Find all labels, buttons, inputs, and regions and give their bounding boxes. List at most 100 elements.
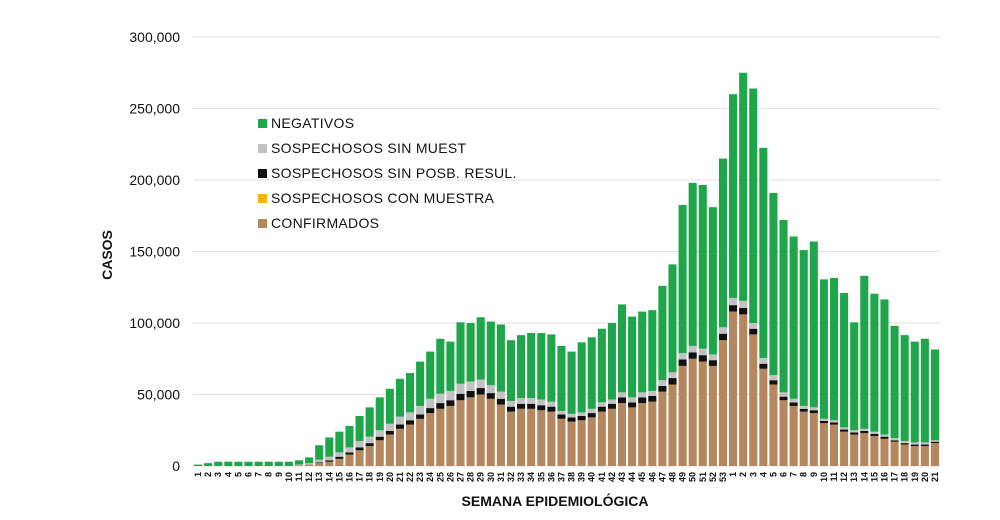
- bar-segment: [254, 461, 263, 466]
- bar-segment: [305, 463, 314, 465]
- bar-segment: [739, 300, 748, 308]
- bar-segment: [779, 220, 788, 393]
- bar-segment: [476, 388, 485, 395]
- bar-segment: [789, 402, 798, 406]
- x-tick-label: 43: [617, 472, 627, 482]
- bar-segment: [809, 410, 818, 414]
- y-tick-label: 0: [172, 458, 180, 474]
- bar-segment: [355, 447, 364, 451]
- bar-segment: [789, 405, 798, 466]
- bar-segment: [920, 444, 929, 446]
- x-tick-label: 36: [546, 472, 556, 482]
- bar-segment: [617, 403, 627, 466]
- bar-segment: [577, 420, 586, 466]
- x-tick-label: 35: [536, 472, 546, 482]
- bar-segment: [527, 398, 536, 404]
- x-tick-label: 9: [809, 472, 819, 477]
- x-tick-label: 44: [627, 472, 637, 482]
- bar-segment: [557, 418, 566, 466]
- bar-segment: [587, 337, 596, 409]
- bar-segment: [799, 405, 808, 409]
- bar-segment: [668, 264, 677, 373]
- bar-segment: [385, 430, 394, 435]
- x-tick-label: 6: [779, 472, 789, 477]
- x-tick-label: 52: [708, 472, 718, 482]
- bar-segment: [294, 464, 304, 466]
- bar-segment: [345, 452, 354, 455]
- x-tick-label: 53: [718, 472, 728, 482]
- bar-segment: [345, 447, 354, 453]
- bar-segment: [638, 397, 647, 404]
- bar-segment: [426, 398, 435, 409]
- x-tick-label: 12: [304, 472, 314, 482]
- legend-swatch: [258, 169, 267, 178]
- x-tick-label: 13: [314, 472, 324, 482]
- x-tick-label: 19: [375, 472, 385, 482]
- x-tick-label: 29: [476, 472, 486, 482]
- bar-segment: [456, 393, 465, 401]
- bar-segment: [890, 441, 899, 466]
- x-tick-label: 4: [223, 472, 233, 477]
- x-tick-label: 8: [799, 472, 809, 477]
- bar-segment: [395, 424, 404, 429]
- legend-swatch: [258, 194, 267, 203]
- bar-segment: [729, 297, 738, 306]
- legend-label: CONFIRMADOS: [271, 215, 379, 231]
- bar-segment: [648, 395, 657, 402]
- legend-label: NEGATIVOS: [271, 115, 354, 131]
- bar-segment: [294, 465, 304, 466]
- bar-segment: [860, 428, 869, 431]
- bar-segment: [486, 393, 495, 399]
- bar-segment: [506, 406, 516, 412]
- bar-segment: [739, 72, 748, 301]
- bar-segment: [456, 322, 465, 384]
- bar-segment: [466, 381, 475, 391]
- bar-segment: [375, 430, 384, 437]
- bar-segment: [880, 299, 889, 435]
- x-tick-label: 34: [526, 472, 536, 482]
- x-tick-label: 9: [274, 472, 284, 477]
- bar-segment: [426, 413, 435, 466]
- bar-segment: [880, 434, 889, 437]
- bar-segment: [597, 328, 606, 403]
- bar-segment: [749, 334, 758, 466]
- bar-segment: [920, 338, 929, 443]
- bar-segment: [446, 341, 455, 391]
- y-axis-title: CASOS: [99, 230, 115, 280]
- legend-swatch: [258, 119, 267, 128]
- x-tick-label: 18: [900, 472, 910, 482]
- x-tick-label: 28: [466, 472, 476, 482]
- x-tick-label: 3: [213, 472, 223, 477]
- bar-segment: [325, 461, 334, 466]
- bar-segment: [779, 396, 788, 401]
- x-tick-label: 17: [355, 472, 365, 482]
- bar-segment: [890, 325, 899, 439]
- bar-segment: [900, 335, 909, 441]
- x-tick-label: 2: [738, 472, 748, 477]
- bar-segment: [527, 408, 536, 466]
- bar-segment: [779, 400, 788, 466]
- bar-segment: [809, 241, 818, 408]
- bar-segment: [587, 417, 596, 466]
- bar-segment: [547, 411, 556, 466]
- bar-segment: [890, 440, 899, 442]
- bar-segment: [264, 461, 273, 466]
- bar-segment: [517, 403, 526, 409]
- x-tick-label: 46: [647, 472, 657, 482]
- bar-segment: [577, 415, 586, 421]
- bar-segment: [638, 392, 647, 398]
- bar-segment: [325, 456, 334, 461]
- bar-segment: [486, 398, 495, 466]
- legend-swatch: [258, 219, 267, 228]
- x-tick-label: 5: [768, 472, 778, 477]
- x-tick-label: 4: [758, 472, 768, 477]
- x-tick-label: 22: [405, 472, 415, 482]
- bar-segment: [799, 250, 808, 406]
- bar-segment: [365, 443, 374, 446]
- bar-segment: [234, 461, 243, 466]
- bar-segment: [607, 408, 616, 466]
- x-tick-label: 39: [577, 472, 587, 482]
- bar-segment: [829, 420, 839, 423]
- bar-segment: [729, 94, 738, 298]
- bar-segment: [466, 390, 475, 398]
